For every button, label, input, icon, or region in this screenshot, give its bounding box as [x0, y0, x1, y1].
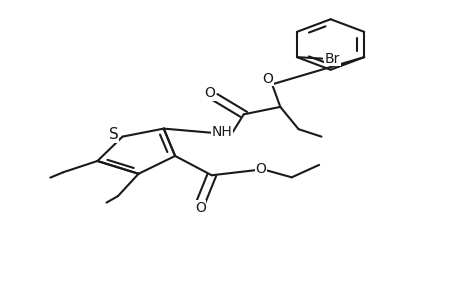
Text: O: O	[203, 86, 214, 100]
Text: Br: Br	[324, 52, 339, 66]
Text: O: O	[255, 162, 265, 176]
Text: S: S	[108, 127, 118, 142]
Text: O: O	[195, 201, 205, 215]
Text: O: O	[262, 72, 272, 86]
Text: NH: NH	[211, 125, 232, 139]
